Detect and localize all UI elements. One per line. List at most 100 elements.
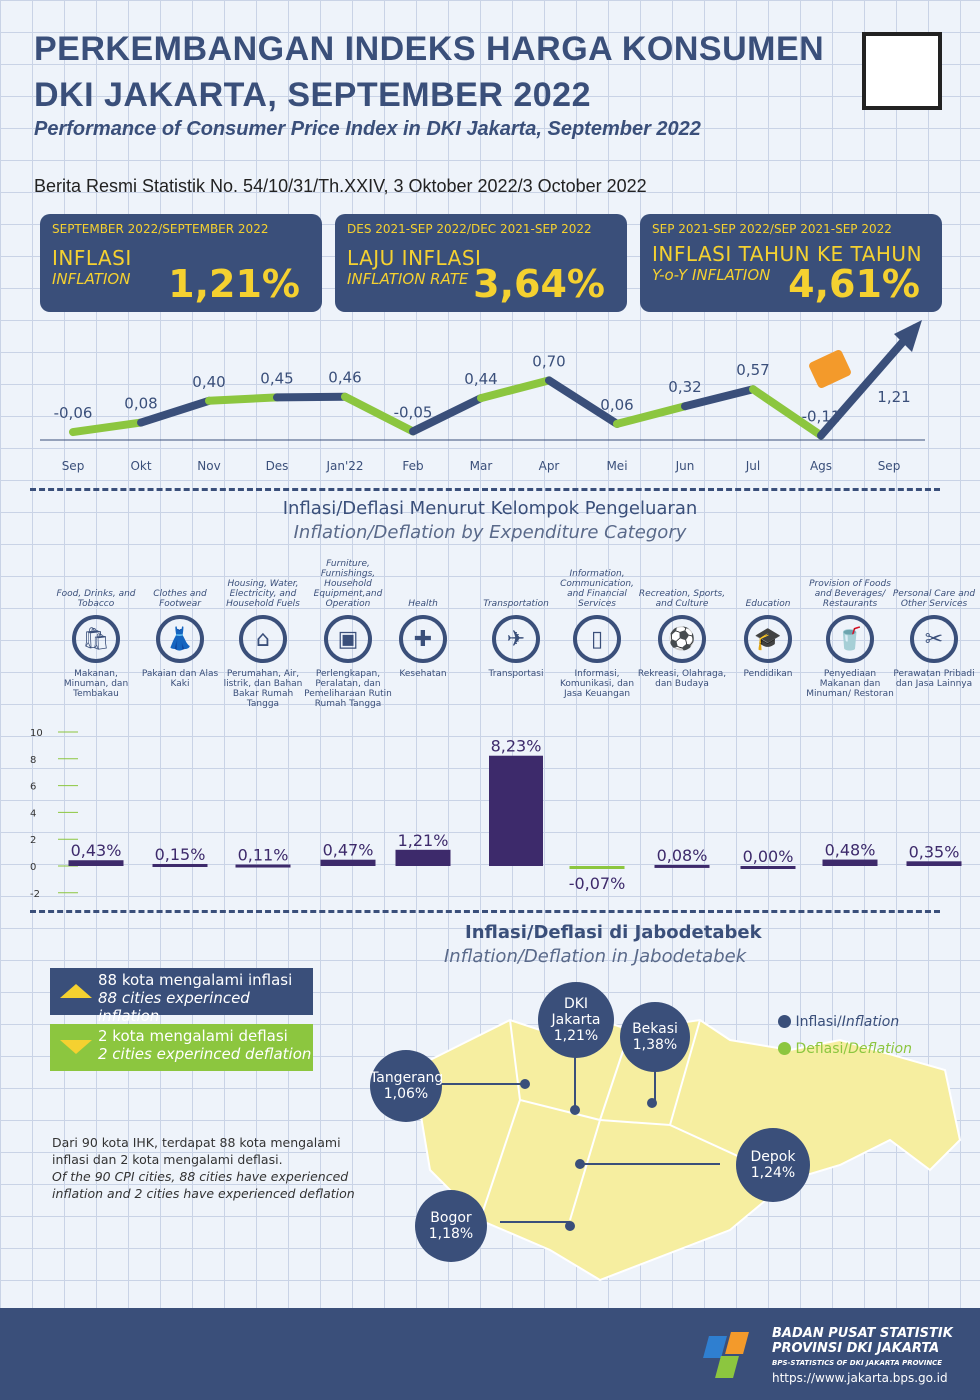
bar-data-label: 0,11% <box>238 846 289 865</box>
title-line-1: PERKEMBANGAN INDEKS HARGA KONSUMEN <box>34 30 825 68</box>
legend-label: Deflasi/ <box>795 1041 849 1057</box>
category-en: Education <box>745 599 791 609</box>
legend-label-en: Deflation <box>848 1041 912 1057</box>
bar-data-label: 0,15% <box>155 845 206 864</box>
category-id: Perawatan Pribadi dan Jasa Lainnya <box>893 669 975 689</box>
legend-label: Inflasi/ <box>795 1014 842 1030</box>
note-id: Dari 90 kota IHK, terdapat 88 kota menga… <box>52 1135 341 1167</box>
qr-code-icon[interactable] <box>862 32 942 110</box>
bar-data-label: 0,48% <box>825 841 876 860</box>
inflation-count: 88 kota mengalami inflasi <box>98 971 293 989</box>
card-sublabel: Y-o-Y INFLATION <box>652 266 771 284</box>
line-segment <box>273 392 349 402</box>
card-sublabel: INFLATION RATE <box>347 270 469 288</box>
city-name: Bogor <box>430 1210 472 1226</box>
category-en: Health <box>408 599 438 609</box>
city-value: 1,21% <box>553 1028 599 1044</box>
bar <box>906 861 962 866</box>
line-data-label: -0,11 <box>802 407 841 425</box>
city-name: Depok <box>750 1149 796 1165</box>
deflation-count: 2 kota mengalami deflasi <box>98 1027 288 1045</box>
category-7: Recreation, Sports, and Culture ⚽ Rekrea… <box>637 545 727 689</box>
city-name: Tangerang <box>370 1070 444 1086</box>
medical-bag-icon: ✚ <box>399 615 447 663</box>
legend-deflation: Deflasi/Deflation <box>778 1041 912 1057</box>
category-section-title: Inflasi/Deflasi Menurut Kelompok Pengelu… <box>282 498 698 519</box>
monthly-inflation-line-chart: -0,06 Sep 0,08 Okt 0,40 Nov 0,45 Des 0,46 Jan'22 -… <box>40 320 925 473</box>
deflation-count-box: 2 kota mengalami deflasi 2 cities experi… <box>50 1024 313 1071</box>
category-en: Provision of Foods and Beverages/ Restau… <box>809 579 891 609</box>
y-tick-label: -2 <box>30 889 40 900</box>
legend-dot <box>778 1015 791 1028</box>
x-tick-label: Apr <box>539 459 560 473</box>
org-en: BPS-STATISTICS OF DKI JAKARTA PROVINCE <box>772 1359 943 1367</box>
bubble-bekasi: Bekasi 1,38% <box>620 1002 690 1072</box>
line-segment <box>613 402 689 428</box>
x-tick-label: Mei <box>606 459 627 473</box>
summary-note: Dari 90 kota IHK, terdapat 88 kota menga… <box>52 1134 372 1202</box>
x-tick-label: Mar <box>470 459 493 473</box>
line-segment <box>409 394 485 436</box>
category-6: Information, Communication, and Financia… <box>552 545 642 699</box>
triangle-down-icon <box>60 1040 92 1054</box>
divider <box>30 910 940 913</box>
city-value: 1,06% <box>383 1086 429 1102</box>
line-data-label: 0,06 <box>600 396 633 414</box>
category-1: Clothes and Footwear 👗 Pakaian dan Alas … <box>135 545 225 689</box>
y-tick-label: 8 <box>30 755 36 766</box>
category-id: Makanan, Minuman, dan Tembakau <box>63 669 129 699</box>
city-name: Bekasi <box>632 1021 678 1037</box>
y-tick-label: 4 <box>30 808 36 819</box>
legend-dot <box>778 1042 791 1055</box>
x-tick-label: Sep <box>62 459 85 473</box>
bar <box>395 849 451 866</box>
jabodetabek-subtitle: Inflation/Deflation in Jabodetabek <box>444 946 747 967</box>
card-monthly-inflation: SEPTEMBER 2022/SEPTEMBER 2022 INFLASI IN… <box>40 214 322 312</box>
category-id: Pendidikan <box>743 669 793 679</box>
x-tick-label: Ags <box>810 459 832 473</box>
bar <box>489 755 543 866</box>
airplane-icon: ✈ <box>492 615 540 663</box>
line-data-label: 0,40 <box>192 373 225 391</box>
category-8: Education 🎓 Pendidikan <box>723 545 813 679</box>
house-icon: ⌂ <box>239 615 287 663</box>
category-2: Housing, Water, Electricity, and Househo… <box>218 545 308 709</box>
drink-cup-icon: 🥤 <box>826 615 874 663</box>
jabodetabek-title: Inflasi/Deflasi di Jabodetabek <box>465 922 762 943</box>
line-data-label: 0,46 <box>328 369 361 387</box>
bar <box>152 863 208 867</box>
category-id: Informasi, Komunikasi, dan Jasa Keuangan <box>559 669 635 699</box>
line-data-label: 0,32 <box>668 378 701 396</box>
bubble-bogor: Bogor 1,18% <box>415 1190 487 1262</box>
x-tick-label: Okt <box>130 459 151 473</box>
category-5: Transportation ✈ Transportasi <box>471 545 561 679</box>
x-tick-label: Jul <box>745 459 760 473</box>
card-period: SEP 2021-SEP 2022/SEP 2021-SEP 2022 <box>652 222 892 236</box>
card-value: 3,64% <box>473 262 605 306</box>
deflation-count-en: 2 cities experinced deflation <box>98 1045 312 1063</box>
category-id: Rekreasi, Olahraga, dan Budaya <box>637 669 727 689</box>
category-id: Perumahan, Air, listrik, dan Bahan Bakar… <box>223 669 303 709</box>
category-section-subtitle: Inflation/Deflation by Expenditure Categ… <box>293 522 687 543</box>
city-name: DKI Jakarta <box>551 996 601 1028</box>
graduation-cap-icon: 🎓 <box>744 615 792 663</box>
line-segment <box>69 418 145 437</box>
x-tick-label: Jun <box>675 459 695 473</box>
legend-inflation: Inflasi/Inflation <box>778 1014 899 1030</box>
scissors-icon: ✂ <box>910 615 958 663</box>
bar <box>235 864 291 868</box>
card-label: INFLASI <box>52 246 132 270</box>
card-value: 1,21% <box>168 262 300 306</box>
website-link[interactable]: https://www.jakarta.bps.go.id <box>772 1371 948 1385</box>
line-data-label: 1,21 <box>877 388 910 406</box>
line-segment <box>817 324 919 440</box>
x-tick-label: Jan'22 <box>325 459 363 473</box>
legend-label-en: Inflation <box>841 1014 900 1030</box>
category-en: Housing, Water, Electricity, and Househo… <box>226 579 300 609</box>
appliance-icon: ▣ <box>324 615 372 663</box>
card-ytd-inflation: DES 2021-SEP 2022/DEC 2021-SEP 2022 LAJU… <box>335 214 627 312</box>
bar-data-label: 0,35% <box>909 842 960 861</box>
line-segment <box>341 392 417 436</box>
bar-data-label: 0,47% <box>323 841 374 860</box>
org-line-1: BADAN PUSAT STATISTIK <box>772 1326 953 1341</box>
